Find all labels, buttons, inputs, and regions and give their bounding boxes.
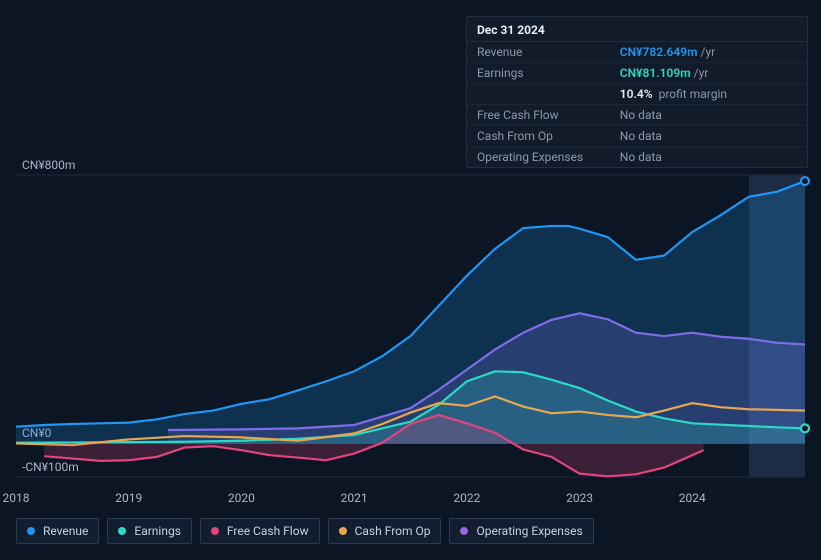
legend-label: Revenue — [43, 524, 88, 538]
financials-chart-panel: { "layout":{ "width":821,"height":560, "… — [0, 0, 821, 560]
tooltip-row-label: Free Cash Flow — [467, 105, 610, 126]
tooltip-row-value: No data — [610, 105, 807, 126]
tooltip-date: Dec 31 2024 — [467, 17, 807, 42]
tooltip-row: RevenueCN¥782.649m/yr — [467, 42, 807, 63]
tooltip-row-label: Earnings — [467, 63, 610, 84]
legend-item-earnings[interactable]: Earnings — [107, 518, 192, 544]
data-tooltip: Dec 31 2024 RevenueCN¥782.649m/yrEarning… — [466, 16, 808, 168]
legend-label: Earnings — [134, 524, 181, 538]
legend-dot-icon — [27, 527, 35, 535]
tooltip-row-value: CN¥782.649m/yr — [610, 42, 807, 63]
legend-dot-icon — [211, 527, 219, 535]
legend-dot-icon — [460, 527, 468, 535]
tooltip-row-value: No data — [610, 147, 807, 168]
tooltip-row: 10.4% profit margin — [467, 84, 807, 105]
legend-item-opex[interactable]: Operating Expenses — [449, 518, 593, 544]
tooltip-row-value: CN¥81.109m/yr — [610, 63, 807, 84]
tooltip-row-label — [467, 84, 610, 105]
legend-item-revenue[interactable]: Revenue — [16, 518, 99, 544]
tooltip-row: Cash From OpNo data — [467, 126, 807, 147]
tooltip-row-label: Cash From Op — [467, 126, 610, 147]
tooltip-row: EarningsCN¥81.109m/yr — [467, 63, 807, 84]
tooltip-table: RevenueCN¥782.649m/yrEarningsCN¥81.109m/… — [467, 42, 807, 167]
tooltip-row-value: 10.4% profit margin — [610, 84, 807, 105]
legend-label: Free Cash Flow — [227, 524, 309, 538]
legend-item-cash_op[interactable]: Cash From Op — [328, 518, 442, 544]
tooltip-row-value: No data — [610, 126, 807, 147]
tooltip-row-label: Operating Expenses — [467, 147, 610, 168]
tooltip-row-label: Revenue — [467, 42, 610, 63]
legend-dot-icon — [339, 527, 347, 535]
tooltip-row: Free Cash FlowNo data — [467, 105, 807, 126]
legend-label: Cash From Op — [355, 524, 431, 538]
legend-label: Operating Expenses — [476, 524, 582, 538]
legend-item-fcf[interactable]: Free Cash Flow — [200, 518, 320, 544]
tooltip-row: Operating ExpensesNo data — [467, 147, 807, 168]
legend: Revenue Earnings Free Cash Flow Cash From O… — [16, 518, 594, 544]
legend-dot-icon — [118, 527, 126, 535]
